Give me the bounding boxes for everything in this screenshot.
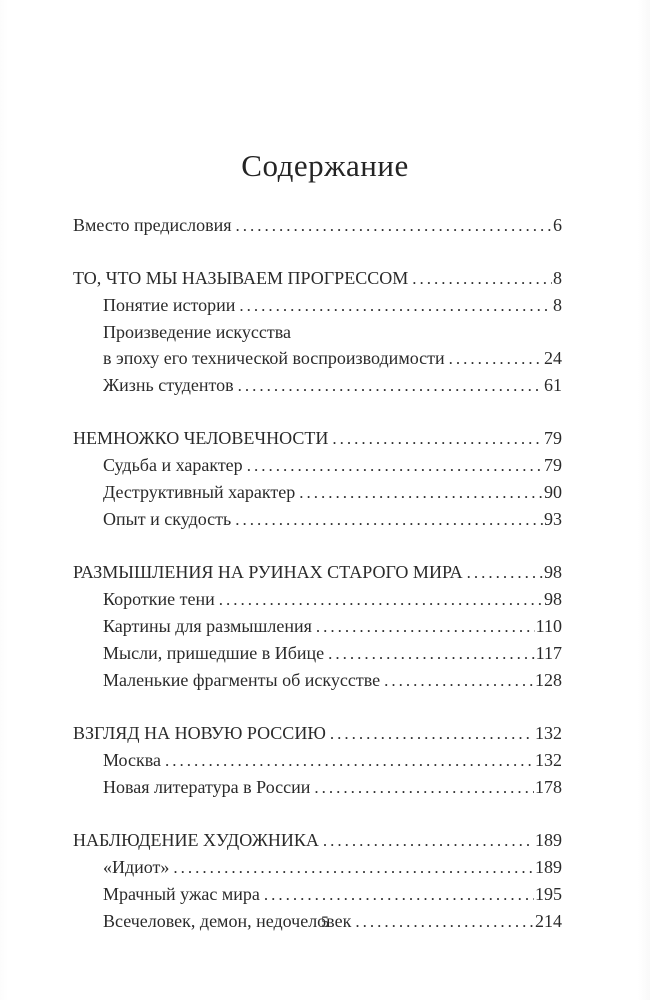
toc-entry-page: 195 [535, 884, 562, 904]
toc-entry-label: Вместо предисловия [73, 215, 232, 235]
dot-leader [247, 452, 543, 479]
toc-entry-page: 98 [544, 589, 562, 609]
toc-entry: Судьба и характер 79 [73, 452, 562, 479]
toc-entry-label: Понятие истории [103, 295, 236, 315]
toc-entry-label: Произведение искусства [103, 322, 291, 342]
toc-entry: Мысли, пришедшие в Ибице 117 [73, 640, 562, 667]
toc-entry-page: 132 [535, 750, 562, 770]
toc-entry: Картины для размышления 110 [73, 613, 562, 640]
toc-entry-label: Деструктивный характер [103, 482, 296, 502]
toc-section: НЕМНОЖКО ЧЕЛОВЕЧНОСТИ79Судьба и характер… [73, 425, 562, 533]
dot-leader [165, 747, 534, 774]
dot-leader [238, 372, 543, 399]
dot-leader [449, 345, 543, 372]
dot-leader [264, 881, 534, 908]
toc-entry-page: 98 [544, 562, 562, 582]
toc-entry-label: Всечеловек, демон, недочеловек [103, 911, 352, 931]
toc-entry: в эпоху его технической воспроизводимост… [73, 345, 562, 372]
toc-entry-page: 117 [535, 643, 562, 663]
toc-entry-page: 24 [544, 348, 562, 368]
toc-entry-page: 93 [544, 509, 562, 529]
toc-entry-label: Маленькие фрагменты об искусстве [103, 670, 381, 690]
dot-leader [328, 640, 535, 667]
toc-entry-label: Короткие тени [103, 589, 215, 609]
toc-entry-label: Мысли, пришедшие в Ибице [103, 643, 325, 663]
toc-entry: Понятие истории 8 [73, 292, 562, 319]
toc-entry: Новая литература в России 178 [73, 774, 562, 801]
toc-entry: ТО, ЧТО МЫ НАЗЫВАЕМ ПРОГРЕССОМ 8 [73, 265, 562, 292]
toc-entry-label: «Идиот» [103, 857, 170, 877]
toc-list: Вместо предисловия 6 ТО, ЧТО МЫ НАЗЫВАЕМ П… [73, 212, 562, 935]
toc-entry-page: 110 [535, 616, 562, 636]
page-number: 5 [321, 914, 329, 931]
page-title: Содержание [241, 148, 409, 183]
dot-leader [235, 506, 543, 533]
toc-entry-label: Опыт и скудость [103, 509, 232, 529]
toc-entry-page: 178 [535, 777, 562, 797]
toc-entry-page: 90 [544, 482, 562, 502]
toc-entry: НЕМНОЖКО ЧЕЛОВЕЧНОСТИ 79 [73, 425, 562, 452]
toc-entry-page: 189 [535, 830, 562, 850]
dot-leader [219, 586, 543, 613]
toc-entry-label: ТО, ЧТО МЫ НАЗЫВАЕМ ПРОГРЕССОМ [73, 268, 409, 288]
toc-section: ТО, ЧТО МЫ НАЗЫВАЕМ ПРОГРЕССОМ8Понятие и… [73, 265, 562, 399]
toc-entry: Короткие тени 98 [73, 586, 562, 613]
toc-entry: НАБЛЮДЕНИЕ ХУДОЖНИКА 189 [73, 827, 562, 854]
toc-entry: Москва 132 [73, 747, 562, 774]
dot-leader [173, 854, 534, 881]
dot-leader [299, 479, 543, 506]
toc-entry-label: Судьба и характер [103, 455, 243, 475]
dot-leader [330, 720, 534, 747]
toc-entry: ВЗГЛЯД НА НОВУЮ РОССИЮ 132 [73, 720, 562, 747]
toc-section: ВЗГЛЯД НА НОВУЮ РОССИЮ 132 Москва 132 Новая … [73, 720, 562, 801]
toc-entry-label: ВЗГЛЯД НА НОВУЮ РОССИЮ [73, 723, 326, 743]
toc-entry: Деструктивный характер 90 [73, 479, 562, 506]
toc-entry-label: Картины для размышления [103, 616, 312, 636]
toc-entry: Всечеловек, демон, недочеловек 214 [73, 908, 562, 935]
toc-entry: Мрачный ужас мира 195 [73, 881, 562, 908]
toc-entry-page: 8 [553, 295, 562, 315]
toc-section: Вместо предисловия 6 [73, 212, 562, 239]
dot-leader [323, 827, 534, 854]
toc-entry-label: НАБЛЮДЕНИЕ ХУДОЖНИКА [73, 830, 319, 850]
toc-entry-page: 189 [535, 857, 562, 877]
dot-leader [384, 667, 534, 694]
toc-entry: Вместо предисловия 6 [73, 212, 562, 239]
toc-entry-page: 79 [544, 455, 562, 475]
toc-entry-label: в эпоху его технической воспроизводимост… [103, 348, 445, 368]
dot-leader [412, 265, 552, 292]
toc-entry-label: РАЗМЫШЛЕНИЯ НА РУИНАХ СТАРОГО МИРА [73, 562, 463, 582]
toc-entry: Маленькие фрагменты об искусстве 128 [73, 667, 562, 694]
toc-entry-page: 214 [535, 911, 562, 931]
toc-entry-label: Жизнь студентов [103, 375, 234, 395]
toc-section: РАЗМЫШЛЕНИЯ НА РУИНАХ СТАРОГО МИРА98Коро… [73, 559, 562, 694]
dot-leader [467, 559, 543, 586]
dot-leader [316, 613, 535, 640]
toc-entry-page: 128 [535, 670, 562, 690]
toc-entry-label: Новая литература в России [103, 777, 311, 797]
toc-entry-page: 132 [535, 723, 562, 743]
toc-entry: Произведение искусства [73, 319, 562, 345]
dot-leader [236, 212, 552, 239]
toc-entry-label: Москва [103, 750, 161, 770]
toc-entry: «Идиот» 189 [73, 854, 562, 881]
dot-leader [239, 292, 552, 319]
toc-entry-page: 61 [544, 375, 562, 395]
toc-entry: РАЗМЫШЛЕНИЯ НА РУИНАХ СТАРОГО МИРА 98 [73, 559, 562, 586]
toc-entry-label: Мрачный ужас мира [103, 884, 260, 904]
toc-entry-page: 79 [544, 428, 562, 448]
toc-section: НАБЛЮДЕНИЕ ХУДОЖНИКА 189 «Идиот» 189 Мрачный… [73, 827, 562, 935]
toc-entry: Жизнь студентов 61 [73, 372, 562, 399]
toc-entry-page: 6 [553, 215, 562, 235]
toc-entry-label: НЕМНОЖКО ЧЕЛОВЕЧНОСТИ [73, 428, 329, 448]
dot-leader [314, 774, 534, 801]
dot-leader [332, 425, 543, 452]
toc-entry-page: 8 [553, 268, 562, 288]
toc-entry: Опыт и скудость 93 [73, 506, 562, 533]
